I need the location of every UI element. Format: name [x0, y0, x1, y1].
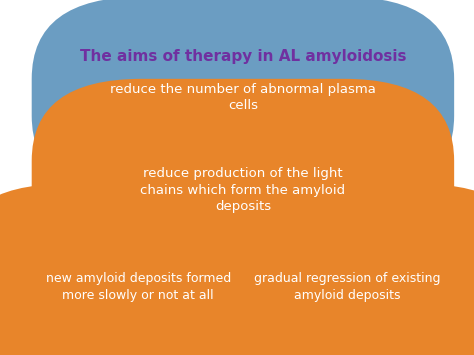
FancyBboxPatch shape [164, 184, 474, 355]
Text: reduce production of the light
chains which form the amyloid
deposits: reduce production of the light chains wh… [140, 167, 346, 213]
Text: new amyloid deposits formed
more slowly or not at all: new amyloid deposits formed more slowly … [46, 273, 231, 302]
Text: The aims of therapy in AL amyloidosis: The aims of therapy in AL amyloidosis [80, 49, 406, 65]
FancyBboxPatch shape [0, 184, 322, 355]
FancyBboxPatch shape [32, 0, 454, 198]
FancyBboxPatch shape [32, 79, 454, 302]
Text: gradual regression of existing
amyloid deposits: gradual regression of existing amyloid d… [255, 273, 441, 302]
Text: reduce the number of abnormal plasma
cells: reduce the number of abnormal plasma cel… [110, 82, 376, 112]
